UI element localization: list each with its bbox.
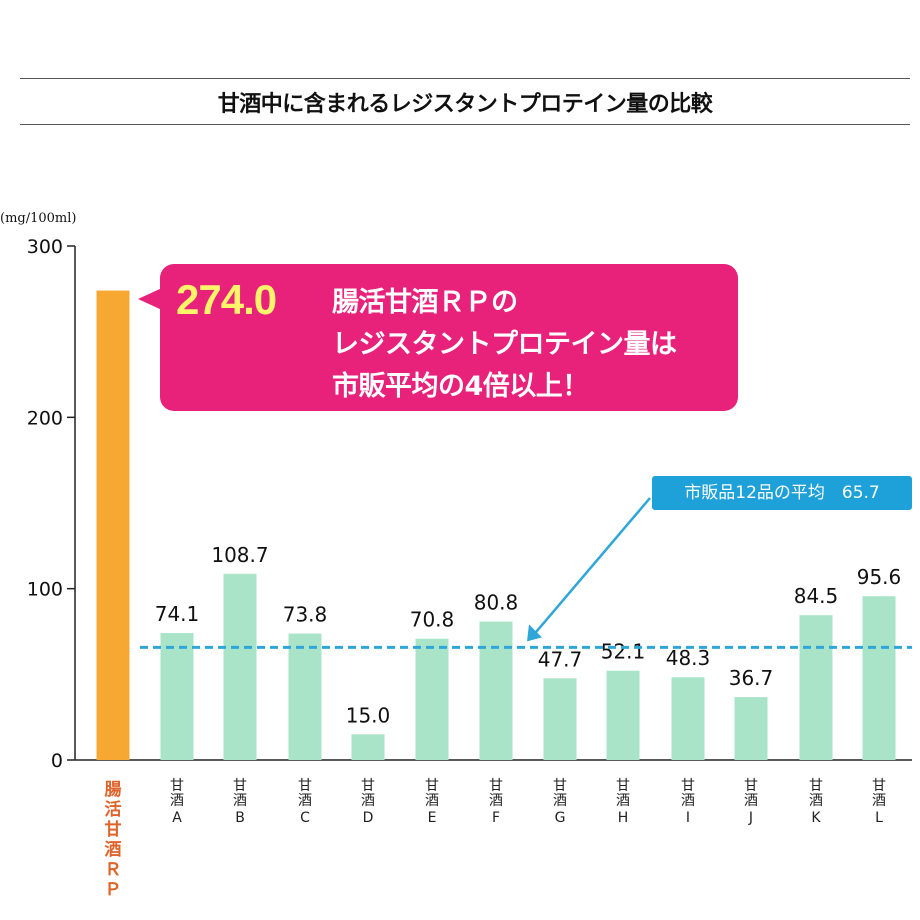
bar — [415, 638, 449, 760]
x-category-letter: E — [428, 810, 437, 826]
x-category-label: 甘 — [233, 778, 247, 794]
bar-value-label: 48.3 — [666, 646, 711, 670]
callout-line-2: レジスタントプロテイン量は — [332, 329, 677, 360]
average-arrow-shaft — [533, 497, 651, 636]
bar-value-label: 52.1 — [601, 640, 646, 664]
x-category-label: Ｐ — [105, 880, 122, 900]
x-category-label: 酒 — [681, 793, 695, 809]
x-category-letter: A — [172, 810, 182, 826]
bar-value-label: 80.8 — [474, 591, 519, 615]
callout-value: 274.0 — [176, 276, 277, 323]
x-category-label: 酒 — [105, 839, 122, 860]
x-category-label: 甘 — [361, 778, 375, 794]
y-tick-label: 200 — [27, 407, 63, 429]
x-category-label: Ｒ — [105, 860, 122, 880]
x-category-label: 活 — [105, 799, 122, 820]
x-category-letter: G — [555, 810, 566, 826]
bar — [671, 677, 705, 760]
bar-value-label: 74.1 — [155, 602, 200, 626]
x-category-label: 酒 — [425, 793, 439, 809]
x-category-label: 酒 — [489, 793, 503, 809]
x-category-letter: F — [492, 810, 500, 826]
bar-value-label: 36.7 — [729, 666, 774, 690]
x-category-label: 酒 — [298, 793, 312, 809]
x-category-label: 甘 — [489, 778, 503, 794]
x-category-label: 酒 — [744, 793, 758, 809]
x-category-label: 甘 — [425, 778, 439, 794]
bar — [606, 670, 640, 760]
average-label-box: 市販品12品の平均 65.7 — [652, 476, 912, 510]
bar — [288, 633, 322, 760]
x-category-label: 甘 — [681, 778, 695, 794]
bar — [799, 615, 833, 760]
x-category-label: 甘 — [872, 778, 886, 794]
x-category-label: 甘 — [105, 819, 122, 840]
bar-value-label: 47.7 — [538, 647, 583, 671]
y-tick-label: 0 — [51, 750, 63, 772]
bar-value-label: 15.0 — [346, 703, 391, 727]
x-category-letter: I — [686, 810, 690, 826]
average-arrow-head — [527, 624, 542, 642]
bar-value-label: 95.6 — [857, 565, 902, 589]
x-category-label: 甘 — [553, 778, 567, 794]
highlight-bar — [96, 290, 130, 760]
bar — [734, 697, 768, 760]
x-category-letter: L — [875, 810, 883, 826]
title-top-rule — [20, 78, 910, 79]
x-category-letter: H — [618, 810, 629, 826]
x-category-letter: D — [363, 810, 374, 826]
title-bottom-rule — [20, 124, 910, 125]
x-category-label: 酒 — [872, 793, 886, 809]
chart-title: 甘酒中に含まれるレジスタントプロテイン量の比較 — [217, 92, 713, 117]
callout-line-1: 腸活甘酒ＲＰの — [332, 287, 518, 318]
bar-value-label: 84.5 — [794, 584, 839, 608]
x-category-letter: J — [748, 810, 753, 826]
x-category-label: 酒 — [809, 793, 823, 809]
x-category-label: 甘 — [298, 778, 312, 794]
y-tick-label: 100 — [27, 579, 63, 601]
bar-value-label: 70.8 — [410, 608, 455, 632]
bar-value-label: 108.7 — [211, 543, 268, 567]
highlight-callout: 274.0 腸活甘酒ＲＰの レジスタントプロテイン量は 市販平均の4倍以上！ — [160, 264, 738, 411]
bar — [223, 573, 257, 760]
x-category-letter: K — [811, 810, 821, 826]
bar — [160, 633, 194, 760]
bar — [351, 734, 385, 760]
x-category-label: 甘 — [809, 778, 823, 794]
y-tick-label: 300 — [27, 236, 63, 258]
x-category-label: 甘 — [170, 778, 184, 794]
x-category-label: 腸 — [105, 780, 122, 800]
y-axis-unit-label: (mg/100ml) — [0, 211, 76, 226]
callout-line-3: 市販平均の4倍以上！ — [332, 371, 589, 402]
x-category-label: 酒 — [170, 793, 184, 809]
x-category-label: 酒 — [233, 793, 247, 809]
x-category-letter: C — [300, 810, 310, 826]
callout-pointer — [138, 288, 162, 310]
x-category-label: 酒 — [553, 793, 567, 809]
bar — [479, 621, 513, 760]
x-category-label: 酒 — [616, 793, 630, 809]
bar-value-label: 73.8 — [283, 603, 328, 627]
x-category-label: 甘 — [744, 778, 758, 794]
x-category-label: 甘 — [616, 778, 630, 794]
x-category-label: 酒 — [361, 793, 375, 809]
bar — [862, 596, 896, 760]
x-category-letter: B — [235, 810, 245, 826]
bar — [543, 678, 577, 760]
